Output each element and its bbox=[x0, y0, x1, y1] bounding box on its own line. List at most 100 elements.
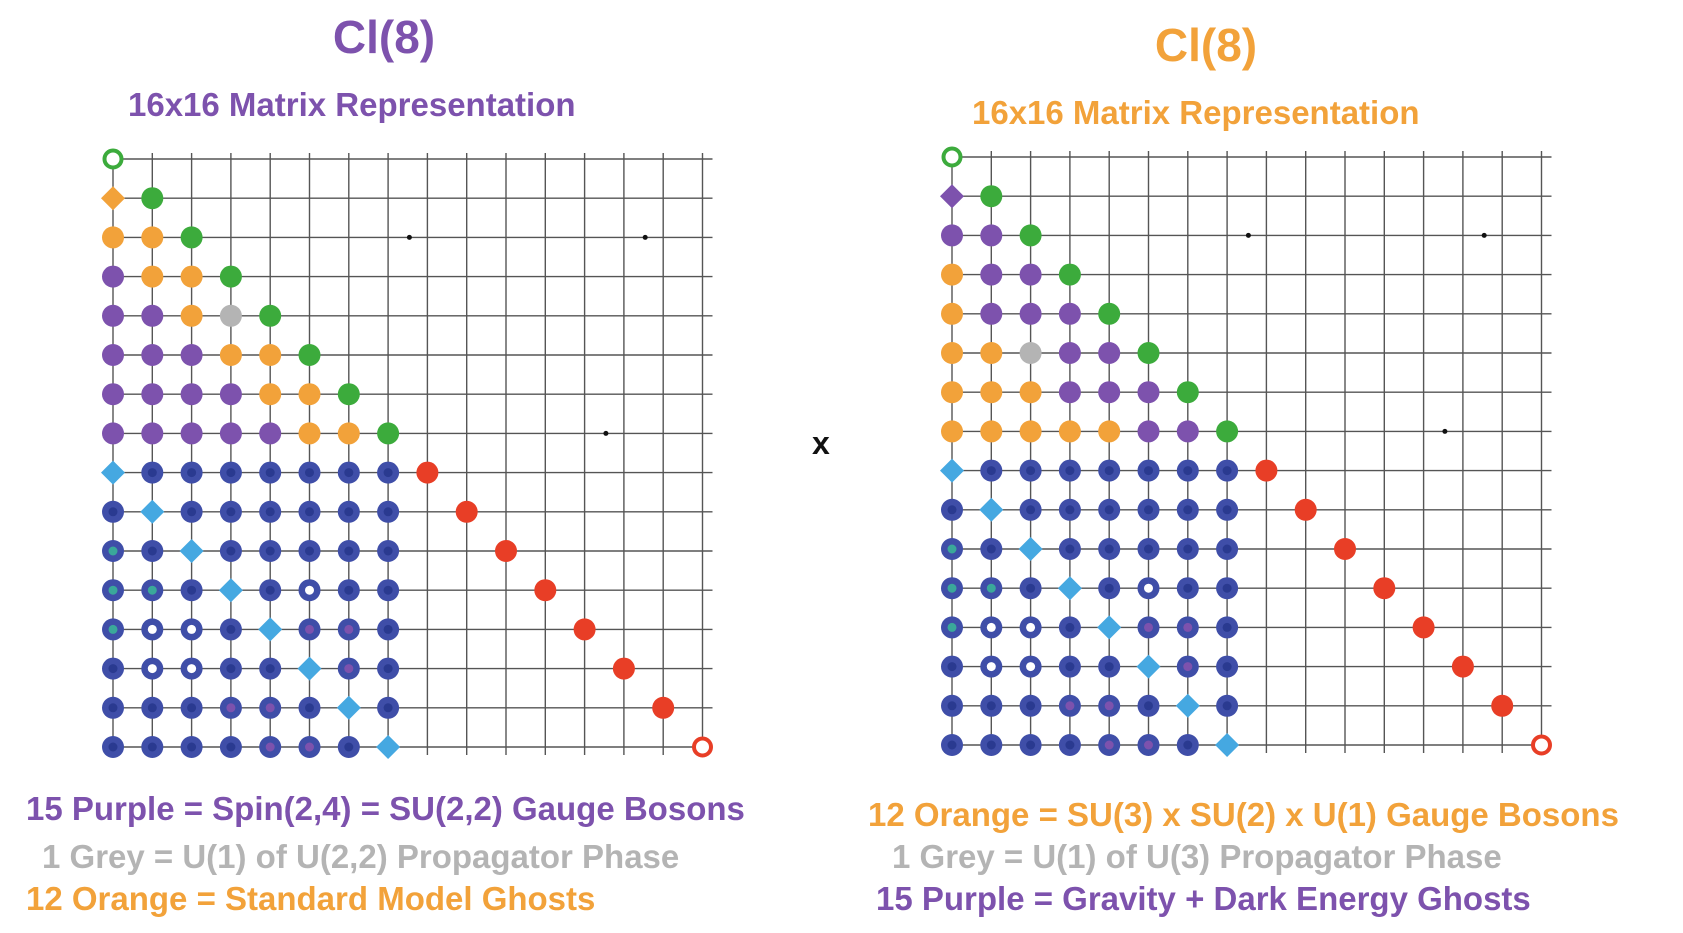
spinor-diagonal-dot bbox=[337, 696, 361, 720]
spinor-dot-center bbox=[305, 743, 314, 752]
spinor-dot-center bbox=[226, 703, 235, 712]
purple-dot bbox=[220, 422, 242, 444]
spinor-dot-center bbox=[148, 468, 157, 477]
spinor-dot-center bbox=[1223, 545, 1232, 554]
spinor-dot-center bbox=[987, 701, 996, 710]
vector-dot bbox=[980, 185, 1002, 207]
spinor-dot-center bbox=[1026, 623, 1035, 632]
spinor-dot-center bbox=[266, 468, 275, 477]
spinor-dot-center bbox=[1105, 701, 1114, 710]
spinor-dot-center bbox=[1144, 466, 1153, 475]
spinor-dot-center bbox=[948, 623, 957, 632]
purple-dot bbox=[940, 184, 964, 208]
spinor-diagonal-dot bbox=[101, 461, 125, 485]
vector-dot bbox=[1373, 577, 1395, 599]
spinor-dot-center bbox=[344, 468, 353, 477]
spinor-dot-center bbox=[226, 625, 235, 634]
spinor-dot-center bbox=[1144, 741, 1153, 750]
spinor-dot-center bbox=[148, 586, 157, 595]
spinor-dot-center bbox=[987, 741, 996, 750]
grid-mark bbox=[407, 235, 412, 240]
vector-dot bbox=[1138, 342, 1160, 364]
spinor-dot-center bbox=[187, 625, 196, 634]
purple-dot bbox=[259, 422, 281, 444]
vector-dot bbox=[1334, 538, 1356, 560]
spinor-dot-center bbox=[344, 547, 353, 556]
spinor-diagonal-dot bbox=[376, 735, 400, 759]
grid-mark bbox=[1246, 233, 1251, 238]
purple-dot bbox=[181, 344, 203, 366]
vector-dot bbox=[613, 658, 635, 680]
purple-dot bbox=[1059, 342, 1081, 364]
spinor-dot-center bbox=[1026, 584, 1035, 593]
spinor-dot-center bbox=[109, 743, 118, 752]
spinor-dot-center bbox=[384, 547, 393, 556]
spinor-dot-center bbox=[1105, 466, 1114, 475]
spinor-dot-center bbox=[384, 664, 393, 673]
vector-dot bbox=[1255, 460, 1277, 482]
spinor-diagonal-dot bbox=[1215, 733, 1239, 757]
spinor-dot-center bbox=[1144, 701, 1153, 710]
orange-dot bbox=[980, 342, 1002, 364]
spinor-dot-center bbox=[226, 507, 235, 516]
scalar-marker bbox=[944, 149, 961, 166]
spinor-dot-center bbox=[1223, 466, 1232, 475]
spinor-dot-center bbox=[987, 545, 996, 554]
spinor-dot-center bbox=[948, 741, 957, 750]
orange-dot bbox=[141, 266, 163, 288]
orange-dot bbox=[101, 186, 125, 210]
vector-dot bbox=[1177, 381, 1199, 403]
purple-dot bbox=[1020, 264, 1042, 286]
purple-dot bbox=[1177, 420, 1199, 442]
purple-dot bbox=[1059, 303, 1081, 325]
matrix-grid bbox=[0, 0, 841, 760]
purple-dot bbox=[181, 383, 203, 405]
pseudoscalar-marker bbox=[1533, 737, 1550, 754]
spinor-dot-center bbox=[1183, 545, 1192, 554]
purple-dot bbox=[141, 305, 163, 327]
spinor-dot-center bbox=[305, 507, 314, 516]
spinor-dot-center bbox=[1144, 584, 1153, 593]
spinor-dot-center bbox=[109, 664, 118, 673]
orange-dot bbox=[941, 303, 963, 325]
spinor-diagonal-dot bbox=[979, 498, 1003, 522]
spinor-diagonal-dot bbox=[1097, 615, 1121, 639]
purple-dot bbox=[102, 266, 124, 288]
spinor-dot-center bbox=[266, 507, 275, 516]
spinor-dot-center bbox=[344, 625, 353, 634]
spinor-dot-center bbox=[948, 662, 957, 671]
spinor-dot-center bbox=[187, 743, 196, 752]
orange-dot bbox=[102, 226, 124, 248]
spinor-dot-center bbox=[344, 664, 353, 673]
purple-dot bbox=[181, 422, 203, 444]
spinor-diagonal-dot bbox=[180, 539, 204, 563]
scalar-marker bbox=[105, 151, 122, 168]
spinor-diagonal-dot bbox=[1176, 694, 1200, 718]
orange-dot bbox=[1098, 420, 1120, 442]
spinor-dot-center bbox=[148, 547, 157, 556]
spinor-dot-center bbox=[305, 586, 314, 595]
orange-dot bbox=[1020, 381, 1042, 403]
spinor-diagonal-dot bbox=[140, 500, 164, 524]
spinor-dot-center bbox=[266, 664, 275, 673]
purple-dot bbox=[980, 303, 1002, 325]
vector-dot bbox=[495, 540, 517, 562]
vector-dot bbox=[1020, 224, 1042, 246]
orange-dot bbox=[980, 381, 1002, 403]
legend-line: 12 Orange = SU(3) x SU(2) x U(1) Gauge B… bbox=[868, 796, 1619, 834]
vector-dot bbox=[1059, 264, 1081, 286]
spinor-dot-center bbox=[187, 664, 196, 673]
spinor-dot-center bbox=[948, 584, 957, 593]
orange-dot bbox=[941, 342, 963, 364]
spinor-dot-center bbox=[1065, 741, 1074, 750]
spinor-dot-center bbox=[1065, 662, 1074, 671]
spinor-dot-center bbox=[1065, 466, 1074, 475]
spinor-diagonal-dot bbox=[1058, 576, 1082, 600]
spinor-dot-center bbox=[1183, 662, 1192, 671]
spinor-dot-center bbox=[226, 743, 235, 752]
spinor-dot-center bbox=[1026, 701, 1035, 710]
purple-dot bbox=[1020, 303, 1042, 325]
orange-dot bbox=[941, 264, 963, 286]
purple-dot bbox=[102, 383, 124, 405]
orange-dot bbox=[181, 305, 203, 327]
